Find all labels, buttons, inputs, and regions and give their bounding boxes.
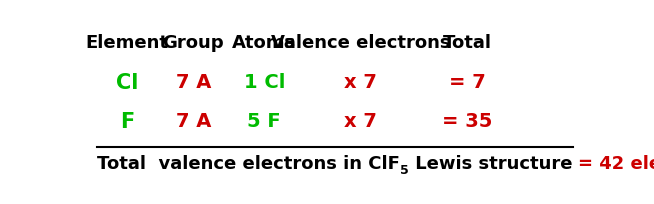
Text: 5 F: 5 F <box>247 112 281 131</box>
Text: Cl: Cl <box>116 73 139 93</box>
Text: x 7: x 7 <box>344 112 377 131</box>
Text: F: F <box>120 112 135 132</box>
Text: x 7: x 7 <box>344 73 377 92</box>
Text: 1 Cl: 1 Cl <box>243 73 285 92</box>
Text: Valence electrons: Valence electrons <box>271 34 450 52</box>
Text: 5: 5 <box>400 164 409 177</box>
Text: Atoms: Atoms <box>232 34 296 52</box>
Text: = 35: = 35 <box>441 112 492 131</box>
Text: Total: Total <box>443 34 491 52</box>
Text: Group: Group <box>162 34 224 52</box>
Text: Element: Element <box>86 34 169 52</box>
Text: 7 A: 7 A <box>175 112 211 131</box>
Text: = 7: = 7 <box>449 73 485 92</box>
Text: = 42 electrons: = 42 electrons <box>578 155 654 173</box>
Text: 7 A: 7 A <box>175 73 211 92</box>
Text: Total  valence electrons in ClF: Total valence electrons in ClF <box>97 155 400 173</box>
Text: Lewis structure: Lewis structure <box>409 155 578 173</box>
